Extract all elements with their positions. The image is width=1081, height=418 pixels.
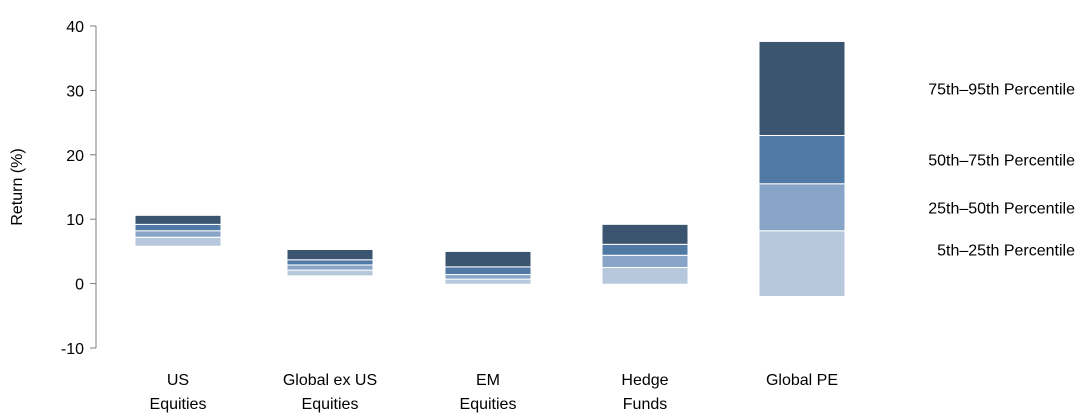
- bar-segment: [134, 230, 222, 238]
- bar-segment: [286, 248, 374, 261]
- category-label: Equities: [460, 396, 517, 413]
- legend-label: 50th–75th Percentile: [928, 153, 1075, 170]
- bar-segment: [134, 236, 222, 247]
- category-labels: US Equities Global ex US Equities EM Equities…: [150, 372, 838, 413]
- bar-segment: [134, 223, 222, 232]
- bar-segment: [286, 259, 374, 266]
- bar-segment: [444, 250, 532, 268]
- bar-segment: [444, 274, 532, 280]
- bar-segment: [758, 134, 846, 185]
- y-axis-ticks: -10 0 10 20 30 40: [61, 19, 96, 358]
- y-tick-label: 30: [66, 83, 84, 100]
- category-label: Global PE: [766, 372, 838, 389]
- legend-label: 75th–95th Percentile: [928, 81, 1075, 98]
- y-tick-label: 20: [66, 148, 84, 165]
- legend-label: 5th–25th Percentile: [937, 243, 1075, 260]
- bar-segment: [444, 278, 532, 285]
- bar-segment: [758, 183, 846, 232]
- category-label: Equities: [302, 396, 359, 413]
- category-label: US: [167, 372, 189, 389]
- bar-segment: [758, 230, 846, 297]
- bar-segment: [601, 267, 689, 285]
- bar-segment: [286, 264, 374, 271]
- y-tick-label: 0: [75, 277, 84, 294]
- bar-segment: [601, 223, 689, 245]
- legend: 5th–25th Percentile 25th–50th Percentile 5…: [928, 81, 1075, 259]
- bar-segment: [601, 243, 689, 256]
- bar-segments: [134, 40, 846, 297]
- bar-segment: [286, 269, 374, 277]
- bar-segment: [134, 214, 222, 225]
- legend-label: 25th–50th Percentile: [928, 200, 1075, 217]
- category-label: Funds: [623, 396, 667, 413]
- y-tick-label: -10: [61, 341, 84, 358]
- category-label: Equities: [150, 396, 207, 413]
- y-tick-label: 40: [66, 19, 84, 36]
- bar-segment: [758, 40, 846, 136]
- category-label: Global ex US: [283, 372, 377, 389]
- bar-segment: [601, 254, 689, 269]
- y-axis-title: Return (%): [9, 148, 26, 225]
- y-tick-label: 10: [66, 212, 84, 229]
- bar-segment: [444, 266, 532, 276]
- category-label: EM: [476, 372, 500, 389]
- category-label: Hedge: [621, 372, 668, 389]
